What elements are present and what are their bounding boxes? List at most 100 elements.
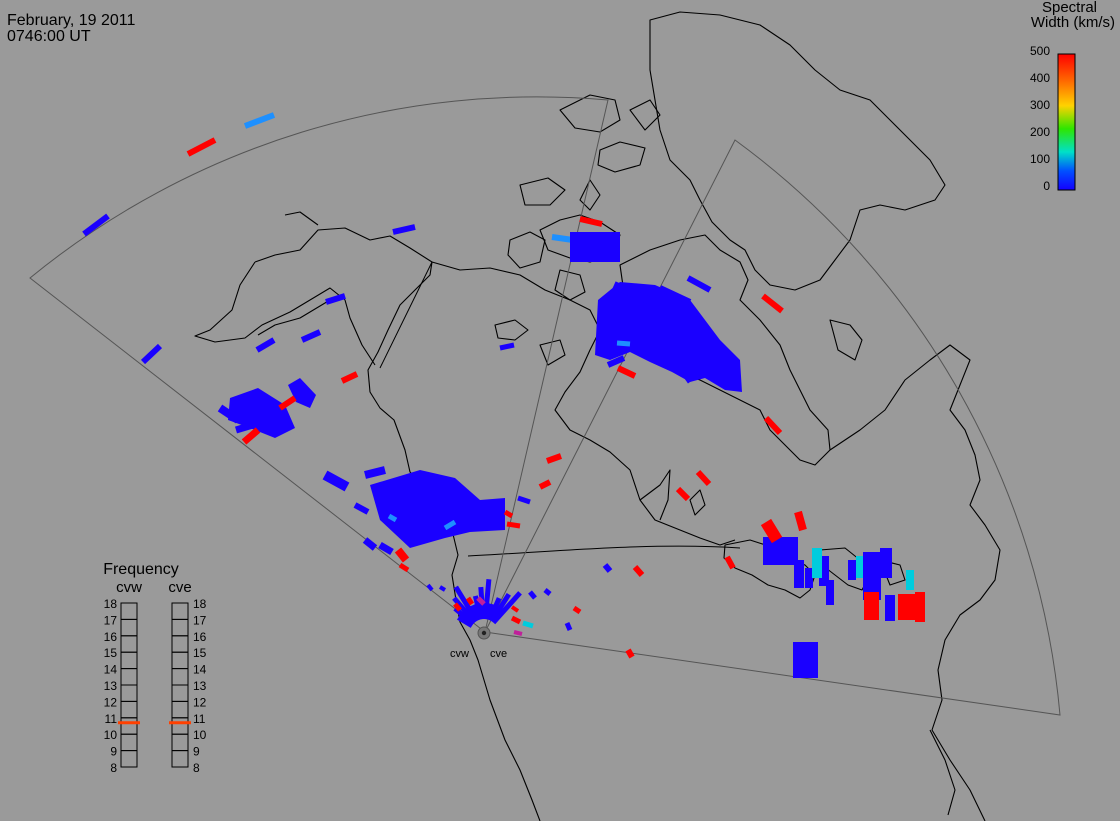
fov-cvw xyxy=(29,96,609,633)
scatter-cell xyxy=(499,342,515,351)
scatter-cell xyxy=(898,594,920,620)
frequency-tick-label: 17 xyxy=(104,613,118,627)
colorbar-tick-100: 100 xyxy=(1030,152,1050,166)
scatter-cell xyxy=(482,578,492,620)
coastline-greenland xyxy=(649,11,946,291)
frequency-radar-cvw: cvw xyxy=(116,579,142,596)
scatter-cell xyxy=(186,137,217,157)
scatter-cell xyxy=(606,355,626,368)
alaska-canada-border xyxy=(379,261,433,369)
scatter-cell xyxy=(491,591,522,625)
frequency-tick-label: 13 xyxy=(104,679,118,693)
scatter-cell xyxy=(612,281,650,304)
frequency-tick-label: 14 xyxy=(104,663,118,677)
scatter-cell xyxy=(793,642,818,678)
scatter-cell xyxy=(325,293,346,305)
radar-label-cve: cve xyxy=(490,648,507,660)
scatter-cell xyxy=(863,552,881,600)
scatter-cell xyxy=(485,603,494,621)
scatter-cell xyxy=(278,395,297,411)
scatter-cell xyxy=(513,630,523,636)
colorbar-tick-0: 0 xyxy=(1043,179,1050,193)
frequency-radar-cve: cve xyxy=(168,579,191,596)
scatter-cell xyxy=(453,585,479,623)
scatter-cell xyxy=(695,469,712,487)
scatter-cell xyxy=(564,622,573,631)
scatter-cell xyxy=(443,519,457,531)
scatter-cell xyxy=(82,213,110,237)
colorbar-tick-200: 200 xyxy=(1030,125,1050,139)
scatter-cell xyxy=(602,563,613,573)
scatter-cell xyxy=(217,404,241,424)
coastline-west xyxy=(254,227,541,821)
political-boundaries xyxy=(379,261,741,557)
canada-us-border xyxy=(467,545,741,557)
scatter-cell xyxy=(476,596,486,606)
scatter-cell xyxy=(241,427,261,445)
scatter-cell xyxy=(510,615,522,625)
scatter-cell xyxy=(140,343,163,365)
scatter-cell xyxy=(506,521,521,529)
radar-site-dot xyxy=(481,630,487,636)
scatter-cell xyxy=(794,560,804,588)
scatter-cell xyxy=(848,560,856,580)
scatter-cell xyxy=(686,275,712,293)
time-label: 0746:00 UT xyxy=(7,28,91,45)
frequency-tick-label: 13 xyxy=(193,679,207,693)
scatter-cell xyxy=(812,548,822,578)
coastline-east xyxy=(829,344,1001,821)
scatter-cell xyxy=(517,495,531,505)
scatter-cell xyxy=(452,596,477,625)
colorbar: Spectral Width (km/s) 500 400 300 200 10… xyxy=(1030,0,1115,193)
scatter-cell xyxy=(457,615,474,628)
radar-label-cvw: cvw xyxy=(450,648,469,660)
scatter-cell xyxy=(364,466,386,479)
colorbar-title-line2: Width (km/s) xyxy=(1031,14,1115,31)
scatter-cell xyxy=(234,420,258,434)
frequency-tick-label: 12 xyxy=(193,695,207,709)
scatter-cell xyxy=(489,592,511,623)
frequency-tick-label: 11 xyxy=(193,712,206,726)
frequency-tick-label: 8 xyxy=(110,761,117,775)
frequency-title: Frequency xyxy=(103,561,179,578)
scatter-cluster-arctic xyxy=(595,282,742,392)
colorbar-gradient xyxy=(1057,53,1076,191)
scatter-cell xyxy=(763,537,798,565)
scatter-cell xyxy=(864,592,879,620)
scatter-cell xyxy=(487,597,502,622)
fov-cve xyxy=(484,139,1061,716)
colorbar-tick-500: 500 xyxy=(1030,44,1050,58)
scatter-cell xyxy=(453,606,475,626)
frequency-cell xyxy=(171,750,189,768)
coastlines xyxy=(194,11,1001,821)
scatter-cell xyxy=(885,595,895,621)
scatter-cell xyxy=(436,505,453,513)
scatter-cell xyxy=(340,371,359,384)
frequency-tick-label: 16 xyxy=(104,630,118,644)
scatter-cell xyxy=(387,513,398,523)
scatter-cluster-alaska xyxy=(288,378,316,408)
frequency-tick-label: 15 xyxy=(193,646,207,660)
scatter-cell xyxy=(392,224,416,235)
frequency-tick-label: 9 xyxy=(110,745,117,759)
scatter-cell xyxy=(394,547,410,563)
scatter-cell xyxy=(543,588,552,596)
scatter-cell xyxy=(322,470,350,492)
frequency-tick-label: 9 xyxy=(193,745,200,759)
scatter-cell xyxy=(503,509,514,519)
frequency-tick-label: 15 xyxy=(104,646,118,660)
frequency-tick-label: 11 xyxy=(105,712,118,726)
scatter-cell xyxy=(570,232,620,262)
scatter-cell xyxy=(760,518,783,544)
scatter-cell xyxy=(243,112,276,129)
scatter-cell xyxy=(353,502,370,515)
scatter-cells xyxy=(82,112,925,678)
scatter-cell xyxy=(398,562,410,573)
frequency-tick-label: 18 xyxy=(193,597,207,611)
scatter-cell xyxy=(616,365,637,379)
scatter-cell xyxy=(465,596,475,606)
scatter-cell xyxy=(826,580,834,605)
scatter-cell xyxy=(616,340,631,347)
